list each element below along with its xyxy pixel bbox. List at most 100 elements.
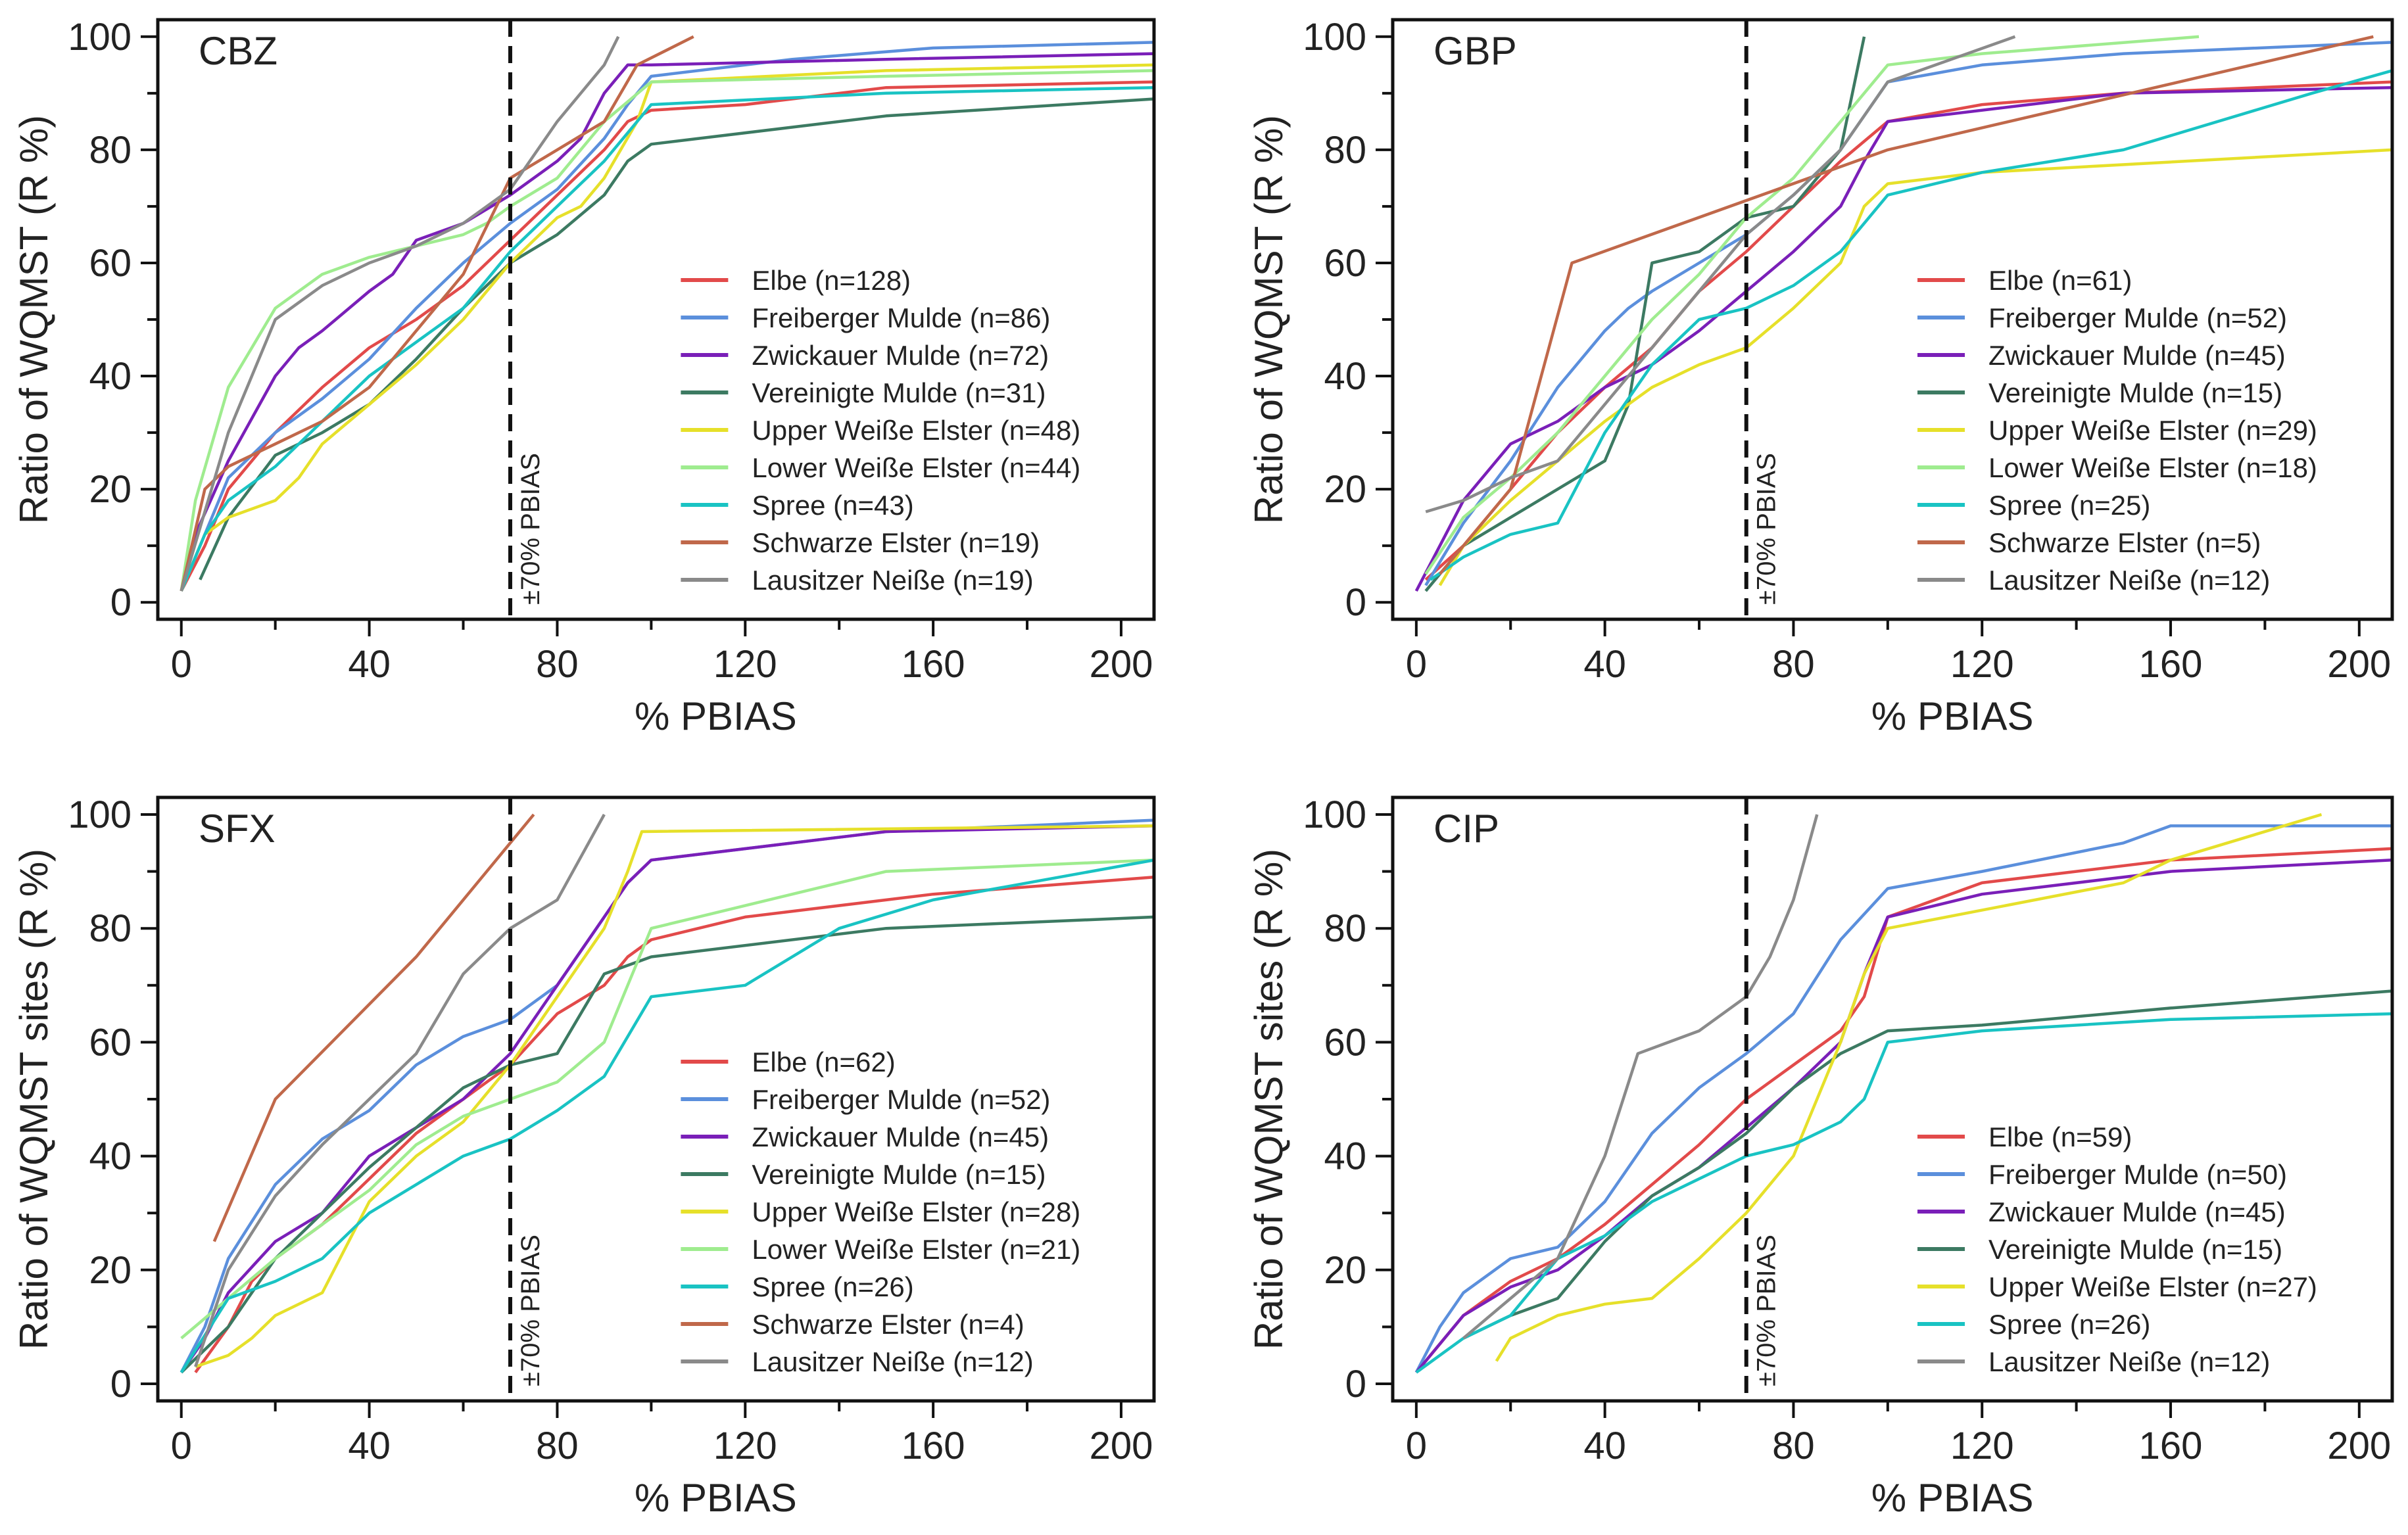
series-line-vereinigte-mulde [199,97,1154,580]
threshold-label: ±70% PBIAS [1752,1235,1781,1386]
legend-entry: Lower Weiße Elster (n=21) [752,1234,1080,1265]
y-tick-label: 40 [1324,355,1366,398]
x-tick-label: 120 [713,643,777,686]
chart-panel-gbp: ±70% PBIAS 0 20 40 60 80 100 0 40 80 120 160 200 GBP%… [1247,16,2394,738]
y-tick-label: 100 [1303,16,1366,59]
series-line-lausitzer-nei-e [1462,814,1819,1340]
chart-panel-cbz: ±70% PBIAS 0 20 40 60 80 100 0 40 80 120 160 200 CBZ%… [12,16,1156,738]
legend-entry: Elbe (n=59) [1988,1122,2132,1152]
y-tick-label: 0 [1345,1363,1366,1405]
x-tick-label: 120 [1950,1425,2014,1467]
legend-entry: Upper Weiße Elster (n=27) [1988,1271,2317,1302]
series-line-lausitzer-nei-e [194,813,606,1367]
series-line-schwarze-elster [1438,35,2374,575]
legend-entry: Zwickauer Mulde (n=45) [1988,1196,2286,1227]
series-line-spree [180,85,1154,592]
legend-entry: Upper Weiße Elster (n=28) [752,1196,1080,1227]
series-line-zwickauer-mulde [180,52,1154,592]
series-line-schwarze-elster [180,35,694,592]
legend-entry: Vereinigte Mulde (n=15) [752,1159,1046,1190]
legend-entry: Lausitzer Neiße (n=12) [1988,565,2270,596]
legend-entry: Schwarze Elster (n=19) [752,527,1040,558]
x-tick-label: 160 [902,1425,965,1467]
y-tick-label: 0 [1345,581,1366,624]
y-axis-label: Ratio of WQMST sites (R %) [1247,849,1291,1350]
series-line-schwarze-elster [212,813,535,1242]
y-tick-label: 0 [110,581,132,624]
series-line-lower-wei-e-elster [180,859,1154,1340]
x-tick-label: 40 [1583,643,1626,686]
legend-entry: Lausitzer Neiße (n=12) [1988,1346,2270,1377]
series-line-lower-wei-e-elster [180,69,1154,592]
legend-entry: Lower Weiße Elster (n=44) [752,452,1080,483]
x-tick-label: 0 [1406,643,1427,686]
y-tick-label: 40 [1324,1135,1366,1178]
y-tick-label: 20 [1324,468,1366,511]
panel-title: SFX [199,807,276,851]
legend-entry: Zwickauer Mulde (n=72) [752,340,1049,371]
y-tick-label: 0 [110,1363,132,1405]
series-line-spree [180,859,1154,1373]
x-tick-label: 80 [536,1425,579,1467]
threshold-label: ±70% PBIAS [1752,453,1781,605]
series-line-zwickauer-mulde [1414,85,2392,592]
panel-title: CIP [1433,807,1499,851]
legend-entry: Freiberger Mulde (n=50) [1988,1159,2287,1190]
series-line-lausitzer-nei-e [180,35,620,592]
series-line-upper-wei-e-elster [195,824,1154,1369]
x-tick-label: 200 [2327,1425,2391,1467]
y-tick-label: 100 [1303,793,1366,836]
legend-entry: Upper Weiße Elster (n=48) [752,415,1080,446]
series-line-zwickauer-mulde [180,824,1154,1373]
y-axis-label: Ratio of WQMST (R %) [1247,115,1291,524]
y-tick-label: 60 [89,242,132,285]
x-tick-label: 160 [2139,643,2203,686]
series-line-upper-wei-e-elster [180,63,1154,592]
y-axis-label: Ratio of WQMST sites (R %) [12,849,56,1350]
legend-entry: Spree (n=43) [752,490,913,521]
legend-entry: Lausitzer Neiße (n=12) [752,1346,1033,1377]
x-tick-label: 40 [348,1425,391,1467]
x-tick-label: 0 [171,1425,192,1467]
legend-entry: Schwarze Elster (n=4) [752,1309,1024,1340]
x-tick-label: 40 [1583,1425,1626,1467]
x-axis-label: % PBIAS [1871,694,2034,738]
y-tick-label: 20 [89,468,132,511]
series-line-elbe [1424,80,2392,581]
legend-entry: Spree (n=26) [1988,1309,2150,1340]
y-tick-label: 40 [89,1135,132,1178]
y-tick-label: 100 [68,16,132,59]
threshold-label: ±70% PBIAS [516,1235,545,1386]
panel-title: CBZ [199,29,277,73]
y-tick-label: 80 [1324,907,1366,950]
x-axis-label: % PBIAS [635,694,797,738]
x-tick-label: 200 [2327,643,2391,686]
legend-entry: Spree (n=25) [1988,490,2150,521]
x-tick-label: 160 [902,643,965,686]
series-line-upper-wei-e-elster [1495,813,2323,1362]
x-tick-label: 80 [1772,643,1815,686]
x-tick-label: 80 [1772,1425,1815,1467]
legend-entry: Spree (n=26) [752,1271,913,1302]
y-tick-label: 100 [68,793,132,836]
legend-entry: Freiberger Mulde (n=86) [752,302,1050,333]
y-tick-label: 80 [89,907,132,950]
legend-entry: Zwickauer Mulde (n=45) [1988,340,2286,371]
legend-entry: Freiberger Mulde (n=52) [752,1084,1050,1115]
legend-entry: Vereinigte Mulde (n=15) [1988,377,2282,408]
y-tick-label: 60 [89,1021,132,1064]
y-tick-label: 40 [89,355,132,398]
y-tick-label: 80 [89,129,132,172]
legend-entry: Schwarze Elster (n=5) [1988,527,2261,558]
y-axis-label: Ratio of WQMST (R %) [12,115,56,524]
legend-entry: Elbe (n=128) [752,265,911,296]
threshold-label: ±70% PBIAS [516,453,545,605]
x-tick-label: 120 [1950,643,2014,686]
x-axis-label: % PBIAS [635,1476,797,1520]
series-line-vereinigte-mulde [1462,989,2392,1340]
y-tick-label: 20 [89,1249,132,1292]
y-tick-label: 80 [1324,129,1366,172]
x-tick-label: 80 [536,643,579,686]
x-tick-label: 0 [171,643,192,686]
